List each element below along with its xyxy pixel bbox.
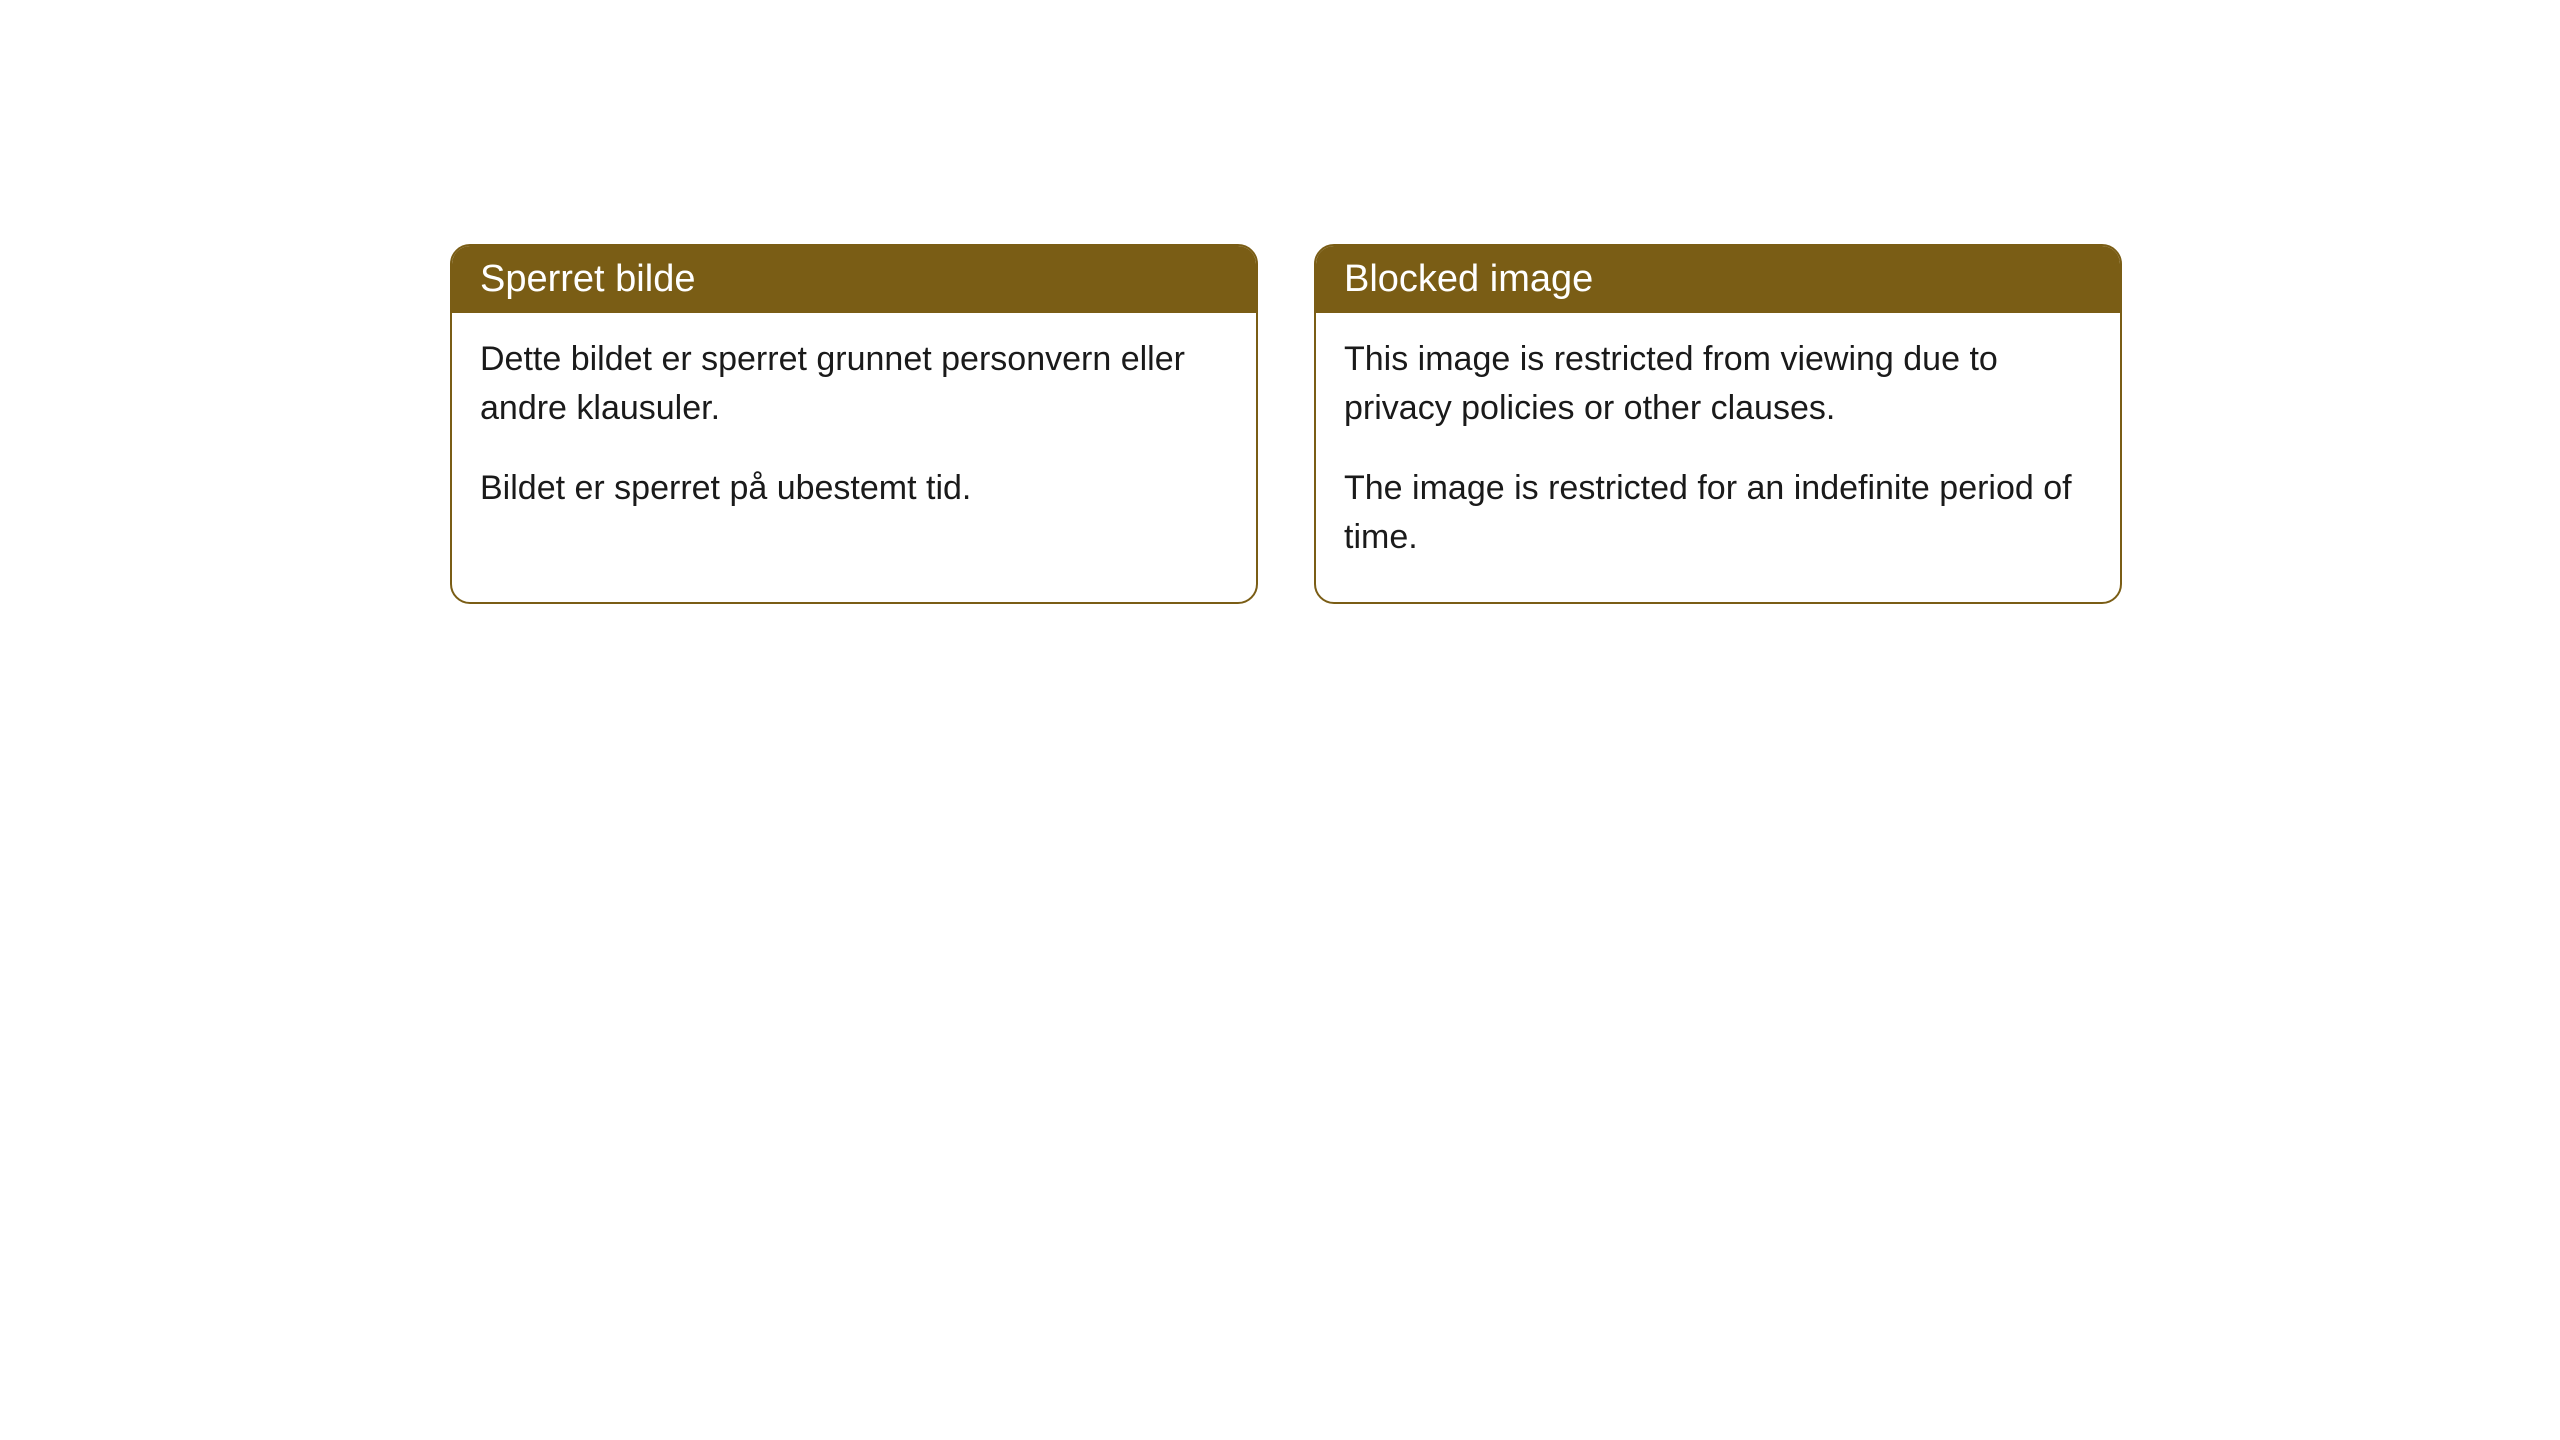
card-norwegian: Sperret bilde Dette bildet er sperret gr… [450,244,1258,604]
card-header-norwegian: Sperret bilde [452,246,1256,313]
card-body-english: This image is restricted from viewing du… [1316,313,2120,602]
cards-container: Sperret bilde Dette bildet er sperret gr… [450,244,2560,604]
card-title: Blocked image [1344,258,1593,300]
card-paragraph: This image is restricted from viewing du… [1344,335,2092,434]
card-header-english: Blocked image [1316,246,2120,313]
card-paragraph: Bildet er sperret på ubestemt tid. [480,464,1228,513]
card-paragraph: The image is restricted for an indefinit… [1344,464,2092,563]
card-title: Sperret bilde [480,258,695,300]
card-body-norwegian: Dette bildet er sperret grunnet personve… [452,313,1256,553]
card-english: Blocked image This image is restricted f… [1314,244,2122,604]
card-paragraph: Dette bildet er sperret grunnet personve… [480,335,1228,434]
